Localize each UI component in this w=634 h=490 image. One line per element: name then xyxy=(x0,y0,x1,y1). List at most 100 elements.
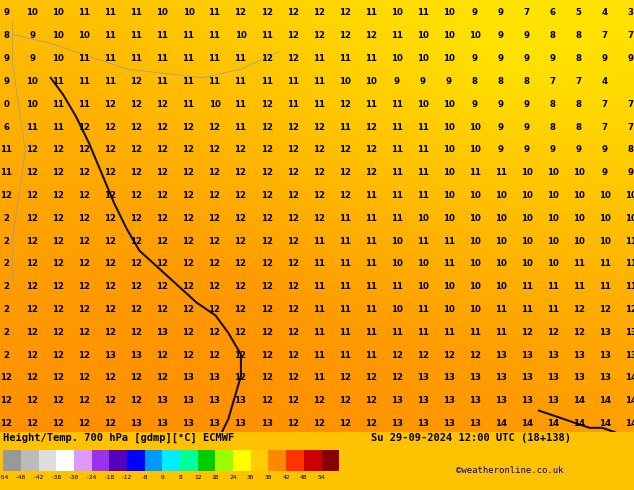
Text: 10: 10 xyxy=(573,237,585,245)
Text: 10: 10 xyxy=(27,8,38,18)
Text: 9: 9 xyxy=(498,146,504,154)
Text: 13: 13 xyxy=(157,419,169,428)
Text: 11: 11 xyxy=(79,77,91,86)
Text: 12: 12 xyxy=(27,168,39,177)
Text: 12: 12 xyxy=(105,373,117,382)
Text: 11: 11 xyxy=(261,31,273,40)
Text: 12: 12 xyxy=(79,259,91,269)
Text: 11: 11 xyxy=(313,282,325,291)
Text: 12: 12 xyxy=(105,282,117,291)
Text: 11: 11 xyxy=(417,237,429,245)
Text: 13: 13 xyxy=(183,419,195,428)
Text: 11: 11 xyxy=(417,168,429,177)
Bar xyxy=(233,449,251,471)
Text: 12: 12 xyxy=(261,351,273,360)
Text: 12: 12 xyxy=(53,419,65,428)
Text: 12: 12 xyxy=(287,282,299,291)
Text: 6: 6 xyxy=(3,122,10,131)
Text: 11: 11 xyxy=(131,31,143,40)
Text: 12: 12 xyxy=(105,191,117,200)
Text: 12: 12 xyxy=(287,351,299,360)
Text: 12: 12 xyxy=(157,122,169,131)
Text: 12: 12 xyxy=(79,396,91,405)
Text: 11: 11 xyxy=(417,146,429,154)
Text: 13: 13 xyxy=(495,373,507,382)
Text: 12: 12 xyxy=(261,396,273,405)
Text: 12: 12 xyxy=(183,122,195,131)
Text: 9: 9 xyxy=(524,54,530,63)
Text: 12: 12 xyxy=(157,305,169,314)
Text: 10: 10 xyxy=(521,259,533,269)
Text: 11: 11 xyxy=(235,54,247,63)
Text: 48: 48 xyxy=(300,475,307,480)
Text: 11: 11 xyxy=(365,99,377,109)
Text: 13: 13 xyxy=(417,419,429,428)
Text: 12: 12 xyxy=(365,146,377,154)
Text: 9: 9 xyxy=(3,8,10,18)
Text: 12: 12 xyxy=(261,373,273,382)
Text: 11: 11 xyxy=(365,8,377,18)
Text: 10: 10 xyxy=(469,191,481,200)
Text: 13: 13 xyxy=(157,328,169,337)
Text: 12: 12 xyxy=(79,191,91,200)
Text: 11: 11 xyxy=(625,259,634,269)
Text: 13: 13 xyxy=(521,373,533,382)
Text: 10: 10 xyxy=(53,31,64,40)
Text: 12: 12 xyxy=(287,146,299,154)
Text: 11: 11 xyxy=(573,282,585,291)
Bar xyxy=(216,449,233,471)
Text: 8: 8 xyxy=(576,31,582,40)
Text: 11: 11 xyxy=(157,31,169,40)
Text: 14: 14 xyxy=(598,396,611,405)
Text: 12: 12 xyxy=(261,259,273,269)
Text: 14: 14 xyxy=(598,419,611,428)
Text: 12: 12 xyxy=(53,214,65,223)
Text: 12: 12 xyxy=(339,396,351,405)
Text: 12: 12 xyxy=(79,237,91,245)
Text: 11: 11 xyxy=(598,282,611,291)
Text: 11: 11 xyxy=(625,237,634,245)
Bar xyxy=(39,449,56,471)
Text: 13: 13 xyxy=(183,373,195,382)
Text: 10: 10 xyxy=(235,31,247,40)
Text: 12: 12 xyxy=(131,328,143,337)
Text: 11: 11 xyxy=(443,328,455,337)
Text: 12: 12 xyxy=(157,351,169,360)
Text: 11: 11 xyxy=(521,305,533,314)
Text: 10: 10 xyxy=(391,237,403,245)
Text: 12: 12 xyxy=(313,146,325,154)
Text: 11: 11 xyxy=(521,282,533,291)
Text: 11: 11 xyxy=(365,351,377,360)
Text: 12: 12 xyxy=(131,305,143,314)
Text: 10: 10 xyxy=(27,99,38,109)
Text: 7: 7 xyxy=(628,122,634,131)
Text: 12: 12 xyxy=(105,259,117,269)
Text: 11: 11 xyxy=(339,237,351,245)
Text: 12: 12 xyxy=(339,146,351,154)
Text: 10: 10 xyxy=(443,122,455,131)
Text: 30: 30 xyxy=(247,475,254,480)
Text: 12: 12 xyxy=(131,122,143,131)
Text: 12: 12 xyxy=(79,373,91,382)
Text: -38: -38 xyxy=(51,475,62,480)
Text: 10: 10 xyxy=(417,282,429,291)
Text: 0: 0 xyxy=(160,475,164,480)
Text: 11: 11 xyxy=(339,122,351,131)
Text: 12: 12 xyxy=(235,373,247,382)
Text: 11: 11 xyxy=(183,31,195,40)
Text: 13: 13 xyxy=(469,419,481,428)
Text: 12: 12 xyxy=(261,54,273,63)
Text: 12: 12 xyxy=(235,191,247,200)
Text: 12: 12 xyxy=(339,31,351,40)
Text: 8: 8 xyxy=(524,77,530,86)
Text: 12: 12 xyxy=(235,237,247,245)
Text: 13: 13 xyxy=(469,396,481,405)
Text: 12: 12 xyxy=(287,305,299,314)
Text: 12: 12 xyxy=(79,328,91,337)
Text: 10: 10 xyxy=(469,122,481,131)
Text: 12: 12 xyxy=(261,99,273,109)
Text: 11: 11 xyxy=(209,54,221,63)
Text: 12: 12 xyxy=(313,122,325,131)
Text: 12: 12 xyxy=(287,328,299,337)
Bar xyxy=(198,449,216,471)
